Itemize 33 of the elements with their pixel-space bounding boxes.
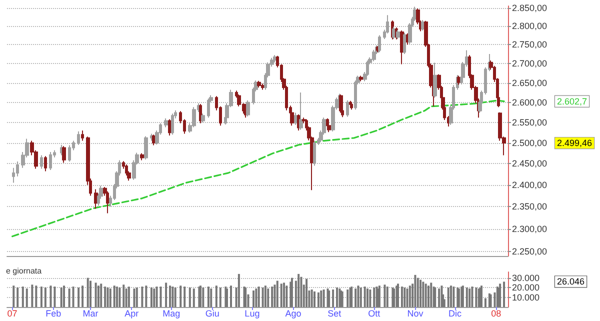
- y-tick-label: 2.300,00: [512, 224, 548, 234]
- y-tick-label: 2.500,00: [512, 138, 548, 148]
- x-tick-label: Mar: [82, 308, 98, 318]
- x-tick-label: Mag: [162, 308, 180, 318]
- x-tick-label: 08: [491, 308, 502, 318]
- text: 26.046: [557, 276, 585, 287]
- y-tick-label: 2.800,00: [512, 21, 548, 32]
- y-tick-label: 2.400,00: [512, 180, 548, 190]
- y-tick-label: 10.000: [512, 292, 540, 302]
- x-tick-label: Lug: [244, 308, 260, 318]
- y-tick-label: 2.450,00: [512, 158, 548, 169]
- x-tick-label: Ago: [285, 308, 302, 318]
- x-tick-label: Apr: [124, 308, 139, 318]
- x-tick-label: Set: [328, 308, 342, 318]
- y-tick-label: 2.750,00: [512, 40, 548, 50]
- y-tick-label: 2.350,00: [512, 202, 548, 212]
- x-tick-label: Dic: [448, 308, 462, 318]
- y-tick-label: 2.550,00: [512, 117, 548, 128]
- x-tick-label: Giu: [205, 308, 220, 318]
- text: 2.602,7: [557, 96, 588, 106]
- x-tick-label: 07: [7, 308, 18, 318]
- x-tick-label: Ott: [368, 308, 381, 318]
- y-tick-label: 2.600,00: [512, 97, 548, 108]
- y-tick-label: 2.700,00: [512, 58, 548, 69]
- y-tick-label: 20.000: [512, 282, 540, 293]
- chart-title: e giornata: [6, 266, 42, 276]
- x-tick-label: Feb: [46, 308, 62, 318]
- text: 2.499,46: [557, 138, 592, 148]
- y-tick-label: 2.250,00: [512, 246, 548, 256]
- y-tick-label: 2.850,00: [512, 2, 548, 13]
- y-tick-label: 2.650,00: [512, 78, 548, 88]
- x-tick-label: Nov: [407, 308, 424, 318]
- y-tick-label: 30.000: [512, 272, 540, 283]
